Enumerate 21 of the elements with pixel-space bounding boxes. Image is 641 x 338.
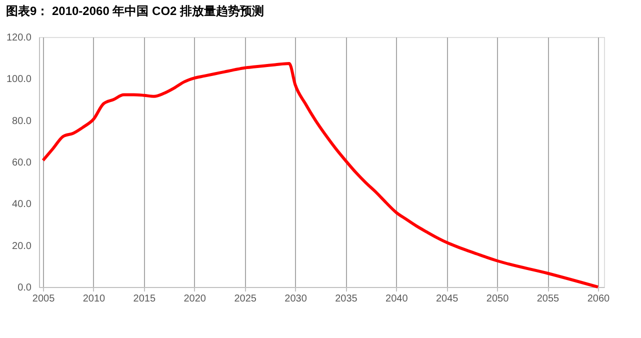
x-tick-label: 2035	[335, 294, 358, 304]
x-tick-label: 2060	[587, 294, 610, 304]
x-tick-label: 2030	[284, 294, 308, 304]
x-tick-label: 2010	[82, 294, 106, 304]
y-tick-label: 20.0	[12, 240, 32, 252]
y-tick-label: 120.0	[6, 32, 32, 44]
x-tick-label: 2020	[184, 294, 206, 304]
x-tick-label: 2055	[536, 294, 560, 304]
x-tick-label: 2015	[133, 294, 156, 304]
y-tick-label: 40.0	[12, 199, 32, 210]
y-tick-label: 100.0	[6, 74, 32, 86]
y-tick-label: 60.0	[12, 158, 32, 168]
x-tick-label: 2025	[234, 294, 257, 304]
x-tick-label: 2040	[386, 294, 408, 304]
y-tick-label: 80.0	[12, 116, 32, 127]
y-tick-label: 0.0	[18, 282, 32, 294]
chart-title: 图表9： 2010-2060 年中国 CO2 排放量趋势预测	[6, 4, 264, 18]
x-tick-label: 2045	[436, 294, 459, 304]
x-tick-label: 2005	[32, 294, 56, 304]
x-tick-label: 2050	[486, 294, 510, 304]
line-series	[42, 62, 600, 288]
